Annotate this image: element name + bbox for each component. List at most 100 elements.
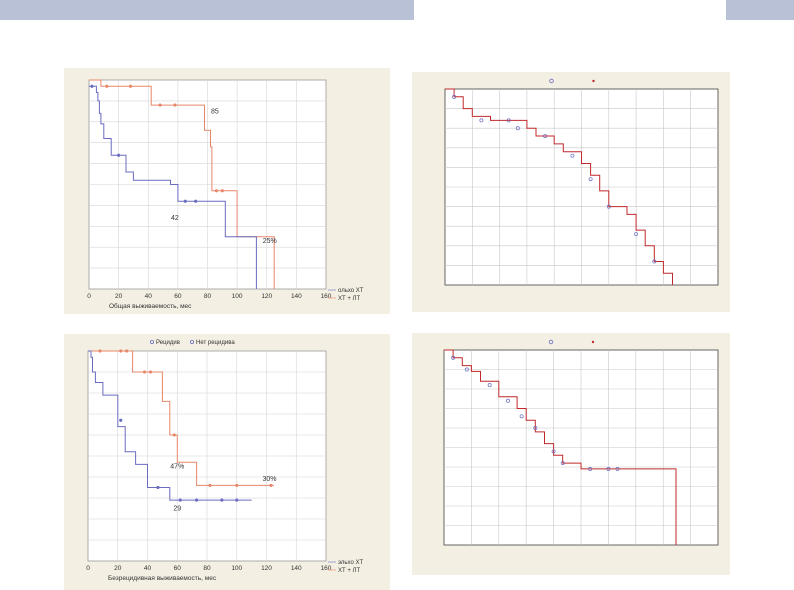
censor-mark xyxy=(515,126,520,131)
series-line-red xyxy=(445,88,673,285)
censor-mark xyxy=(551,449,556,454)
censor-mark-orange xyxy=(128,84,133,88)
censor-mark-blue xyxy=(90,84,94,88)
x-tick-label: 80 xyxy=(203,565,211,572)
censor-mark xyxy=(533,426,538,430)
data-annotation: 47% xyxy=(170,464,184,471)
panel-relapse-free-survival: 0 20 40 60 80 100 120 140 160 Безрецидивная выжив… xyxy=(64,334,390,590)
x-tick-label: 20 xyxy=(114,565,122,572)
legend-marker xyxy=(591,340,595,344)
x-tick-label: 60 xyxy=(174,565,182,572)
chart-step-bottom xyxy=(443,339,719,546)
chart-step-top xyxy=(444,78,719,286)
x-tick-label: 120 xyxy=(261,293,272,300)
legend-entry: эльхо ХТ xyxy=(338,560,363,566)
censor-mark xyxy=(634,232,639,236)
data-annotation: 30% xyxy=(262,476,276,483)
x-tick-label: 100 xyxy=(231,565,242,572)
censor-mark xyxy=(588,466,593,471)
x-tick-label: 20 xyxy=(115,293,123,300)
censor-mark-blue xyxy=(235,498,239,502)
censor-mark-orange xyxy=(269,483,273,488)
censor-mark-orange xyxy=(214,189,219,193)
censor-mark-orange xyxy=(119,349,123,353)
chart-relapse-free-survival: 0 20 40 60 80 100 120 140 160 Безрецидивная выжив… xyxy=(86,340,363,582)
data-annotation: 25% xyxy=(263,238,277,245)
censor-mark-blue xyxy=(194,498,199,502)
x-axis-label: Безрецидивная выживаемость, мес xyxy=(108,575,217,582)
chart-overall-survival: 0 20 40 60 80 100 120 140 160 Общая выживаемость,… xyxy=(87,79,364,310)
x-tick-label: 0 xyxy=(86,565,90,572)
x-tick-label: 40 xyxy=(145,293,153,300)
censor-mark-blue xyxy=(156,485,160,490)
header-bar xyxy=(0,0,794,20)
x-tick-label: 160 xyxy=(321,565,332,572)
censor-mark xyxy=(543,134,548,138)
x-tick-label: 160 xyxy=(321,293,332,300)
censor-mark-blue xyxy=(178,498,182,502)
censor-mark-orange xyxy=(98,349,102,353)
censor-mark-blue xyxy=(194,199,198,203)
censor-mark xyxy=(479,118,484,123)
censor-mark-blue xyxy=(220,498,224,502)
legend-marker xyxy=(190,340,195,345)
censor-mark-orange xyxy=(235,483,239,488)
censor-mark-orange xyxy=(158,103,162,107)
series-line-blue xyxy=(89,85,257,289)
censor-mark xyxy=(452,94,457,99)
header-white-segment xyxy=(414,0,726,20)
censor-mark xyxy=(588,177,593,182)
legend-marker xyxy=(548,339,554,345)
series-line-orange xyxy=(89,79,275,289)
legend-marker xyxy=(592,79,595,83)
legend-top-entry: Нет рецидива xyxy=(196,340,235,346)
censor-mark-orange xyxy=(142,370,147,374)
x-tick-label: 140 xyxy=(291,293,302,300)
x-tick-label: 140 xyxy=(291,565,302,572)
data-annotation: 42 xyxy=(171,215,179,222)
panel-step-chart-bottom xyxy=(412,333,730,575)
censor-mark xyxy=(464,367,469,372)
x-tick-label: 60 xyxy=(174,293,182,300)
censor-mark-orange xyxy=(148,370,153,374)
x-tick-label: 120 xyxy=(261,565,272,572)
panel-step-chart-top xyxy=(412,72,730,312)
legend-entry: ХТ + ЛТ xyxy=(338,568,360,574)
series-line-red xyxy=(444,349,677,545)
censor-mark-orange xyxy=(220,189,224,193)
x-axis-label: Общая выживаемость, мес xyxy=(109,302,192,310)
censor-mark-orange xyxy=(172,433,176,437)
censor-mark xyxy=(606,204,611,209)
series-line-orange xyxy=(88,350,274,486)
x-tick-label: 100 xyxy=(232,293,243,300)
legend-entry: ХТ + ЛТ xyxy=(338,296,360,302)
censor-mark xyxy=(506,118,511,123)
censor-mark xyxy=(487,383,492,388)
x-tick-label: 0 xyxy=(87,293,91,300)
series-line-blue xyxy=(88,350,252,501)
censor-mark xyxy=(451,355,456,360)
legend-marker xyxy=(150,340,155,345)
censor-mark-blue xyxy=(183,199,187,203)
censor-mark-orange xyxy=(208,483,212,488)
data-annotation: 85 xyxy=(211,108,219,115)
censor-mark-blue xyxy=(116,153,121,157)
legend-entry: ольхо ХТ xyxy=(338,288,364,294)
censor-mark-orange xyxy=(173,103,177,107)
data-annotation: 29 xyxy=(173,506,181,513)
censor-mark xyxy=(519,414,524,419)
x-tick-label: 40 xyxy=(144,565,152,572)
censor-mark-orange xyxy=(105,84,109,88)
legend-marker xyxy=(549,78,554,84)
censor-mark xyxy=(615,466,620,471)
censor-mark xyxy=(606,466,611,471)
panel-overall-survival: 0 20 40 60 80 100 120 140 160 Общая выживаемость,… xyxy=(64,68,390,314)
censor-mark xyxy=(570,153,575,158)
x-tick-label: 80 xyxy=(204,293,212,300)
censor-mark xyxy=(505,398,510,403)
legend-top-entry: Рецидив xyxy=(156,340,180,346)
censor-mark xyxy=(652,259,657,264)
censor-mark-orange xyxy=(125,349,129,353)
censor-mark-blue xyxy=(119,418,123,422)
censor-mark xyxy=(560,461,565,466)
